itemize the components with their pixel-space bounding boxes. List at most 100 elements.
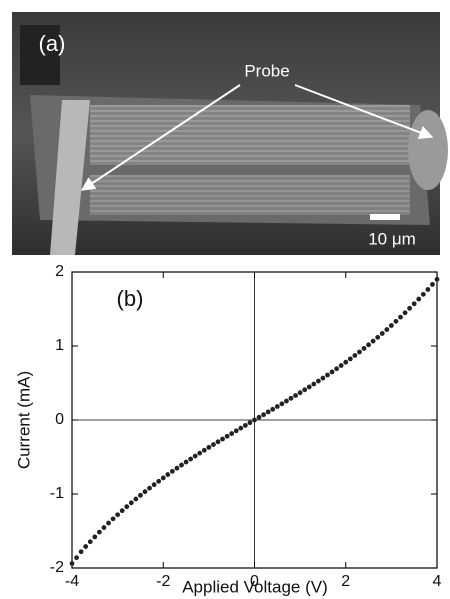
- y-tick-label: 2: [55, 263, 64, 280]
- probe-right: [408, 110, 448, 190]
- data-point: [88, 539, 93, 544]
- data-point: [188, 457, 193, 462]
- data-point: [334, 366, 339, 371]
- data-point: [83, 544, 88, 549]
- data-point: [352, 353, 357, 358]
- x-tick-label: -2: [156, 573, 170, 590]
- data-point: [316, 379, 321, 384]
- data-point: [248, 420, 253, 425]
- data-point: [229, 431, 234, 436]
- data-point: [321, 376, 326, 381]
- y-tick-label: 0: [55, 411, 64, 428]
- data-point: [343, 360, 348, 365]
- data-point: [348, 356, 353, 361]
- data-point: [74, 555, 79, 560]
- data-point: [124, 504, 129, 509]
- data-point: [298, 390, 303, 395]
- data-point: [243, 423, 248, 428]
- data-point: [234, 428, 239, 433]
- data-point: [371, 339, 376, 344]
- sem-image: (a) Probe 10 μm: [12, 12, 448, 255]
- data-point: [175, 466, 180, 471]
- data-point: [307, 385, 312, 390]
- data-point: [97, 530, 102, 535]
- data-point: [302, 387, 307, 392]
- x-tick-label: 2: [341, 573, 350, 590]
- data-point: [279, 401, 284, 406]
- data-point: [115, 512, 120, 517]
- data-point: [161, 476, 166, 481]
- data-point: [147, 486, 152, 491]
- data-point: [325, 373, 330, 378]
- data-point: [106, 521, 111, 526]
- data-point: [421, 292, 426, 297]
- data-point: [375, 335, 380, 340]
- data-point: [206, 445, 211, 450]
- device-stripes: [90, 175, 410, 215]
- data-point: [202, 448, 207, 453]
- data-point: [133, 497, 138, 502]
- data-point: [193, 454, 198, 459]
- data-point: [293, 393, 298, 398]
- data-point: [152, 482, 157, 487]
- x-tick-label: 4: [433, 573, 442, 590]
- y-tick-label: 1: [55, 337, 64, 354]
- data-point: [270, 407, 275, 412]
- data-point: [362, 346, 367, 351]
- y-axis-label: Current (mA): [14, 371, 33, 469]
- data-point: [357, 350, 362, 355]
- data-point: [70, 561, 75, 566]
- data-point: [92, 535, 97, 540]
- data-point: [170, 469, 175, 474]
- data-point: [143, 489, 148, 494]
- data-point: [120, 508, 125, 513]
- x-tick-label: 0: [250, 573, 259, 590]
- data-point: [289, 396, 294, 401]
- data-point: [266, 410, 271, 415]
- data-point: [138, 493, 143, 498]
- data-point: [111, 516, 116, 521]
- data-point: [211, 442, 216, 447]
- data-point: [412, 301, 417, 306]
- data-point: [389, 323, 394, 328]
- data-point: [403, 310, 408, 315]
- data-point: [384, 327, 389, 332]
- y-tick-label: -1: [50, 485, 64, 502]
- data-point: [129, 500, 134, 505]
- scale-bar-label: 10 μm: [368, 229, 416, 248]
- probe-label: Probe: [244, 61, 289, 80]
- data-point: [380, 331, 385, 336]
- y-tick-label: -2: [50, 559, 64, 576]
- data-point: [339, 363, 344, 368]
- data-point: [407, 306, 412, 311]
- data-point: [220, 437, 225, 442]
- device-stripes: [90, 105, 410, 165]
- panel-label: (b): [117, 286, 144, 311]
- data-point: [394, 319, 399, 324]
- data-point: [311, 382, 316, 387]
- data-point: [165, 472, 170, 477]
- data-point: [257, 415, 262, 420]
- data-point: [366, 342, 371, 347]
- data-point: [261, 412, 266, 417]
- x-tick-label: -4: [65, 573, 79, 590]
- data-point: [425, 287, 430, 292]
- data-point: [197, 451, 202, 456]
- data-point: [330, 370, 335, 375]
- data-point: [398, 315, 403, 320]
- data-point: [102, 525, 107, 530]
- data-point: [79, 549, 84, 554]
- figure: (a) Probe 10 μm (b) Applied Voltage (V) …: [0, 0, 450, 599]
- data-point: [238, 426, 243, 431]
- data-point: [216, 439, 221, 444]
- data-point: [275, 404, 280, 409]
- data-point: [225, 434, 230, 439]
- data-point: [156, 479, 161, 484]
- data-point: [179, 463, 184, 468]
- data-point: [252, 418, 257, 423]
- panel-label: (a): [39, 31, 66, 56]
- data-point: [416, 297, 421, 302]
- data-point: [184, 460, 189, 465]
- data-point: [430, 282, 435, 287]
- scale-bar: [370, 214, 400, 220]
